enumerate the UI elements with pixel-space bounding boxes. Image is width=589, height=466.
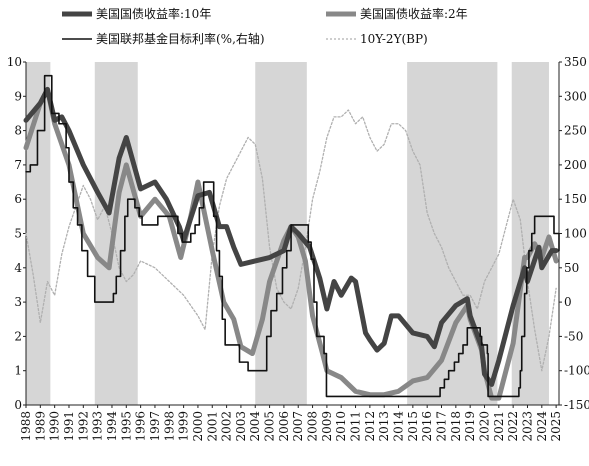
x-tick-label: 1988 (19, 411, 33, 442)
right-tick-label: 300 (564, 89, 587, 103)
series-line-ffr (25, 74, 560, 398)
shaded-periods (26, 62, 549, 405)
legend-label-ffr: 美国联邦基金目标利率(%,右轴) (96, 31, 265, 46)
x-tick-label: 1996 (134, 411, 148, 442)
x-tick-label: 1992 (76, 411, 90, 442)
left-tick-label: 10 (7, 55, 22, 69)
x-tick-label: 1990 (48, 411, 62, 442)
x-tick-label: 2022 (506, 411, 520, 442)
x-tick-label: 2003 (234, 411, 248, 442)
x-tick-label: 2000 (191, 411, 205, 442)
left-tick-label: 5 (14, 227, 22, 241)
x-tick-label: 1997 (148, 411, 162, 442)
x-tick-label: 1994 (105, 411, 119, 442)
left-tick-label: 1 (14, 364, 22, 378)
x-tick-label: 2012 (363, 411, 377, 442)
x-tick-label: 2006 (277, 411, 291, 442)
right-tick-label: 200 (564, 158, 587, 172)
x-tick-label: 1995 (119, 411, 133, 442)
x-tick-label: 2015 (406, 411, 420, 442)
legend-label-ust10y: 美国国债收益率:10年 (96, 6, 211, 21)
x-tick-label: 2018 (449, 411, 463, 442)
series-lines (23, 74, 560, 401)
right-tick-label: -50 (564, 329, 583, 343)
x-tick-label: 2001 (205, 411, 219, 442)
shaded-period-4 (511, 62, 549, 405)
x-tick-label: 2016 (420, 411, 434, 442)
x-tick-label: 2013 (377, 411, 391, 442)
right-tick-label: 50 (564, 261, 579, 275)
series-line-spread (25, 109, 557, 372)
x-tick-label: 1999 (177, 411, 191, 442)
axes: 0 1 2 3 4 5 6 7 8 9 10 -150 -100 -50 0 50 100 150 200 250 30… (7, 55, 589, 442)
x-tick-label: 2011 (349, 411, 363, 442)
left-tick-label: 7 (14, 158, 22, 172)
legend-label-spread: 10Y-2Y(BP) (360, 32, 428, 46)
x-tick-label: 2024 (535, 411, 549, 442)
x-tick-label: 2007 (291, 411, 305, 442)
x-tick-label: 2020 (477, 411, 491, 442)
left-tick-label: 2 (14, 329, 22, 343)
shaded-period-1 (94, 62, 138, 405)
x-tick-label: 2002 (220, 411, 234, 442)
right-tick-label: 100 (564, 227, 587, 241)
left-tick-label: 6 (14, 192, 22, 206)
x-tick-label: 2019 (463, 411, 477, 442)
x-tick-label: 2025 (549, 411, 563, 442)
x-tick-label: 2010 (334, 411, 348, 442)
x-tick-label: 1991 (62, 411, 76, 442)
right-tick-label: 250 (564, 124, 587, 138)
right-tick-label: -150 (564, 398, 589, 412)
x-tick-label: 1993 (91, 411, 105, 442)
x-tick-label: 2004 (248, 411, 262, 442)
x-tick-label: 2014 (392, 411, 406, 442)
left-tick-label: 8 (14, 124, 22, 138)
x-tick-label: 2008 (306, 411, 320, 442)
x-tick-label: 2005 (263, 411, 277, 442)
right-tick-label: 0 (564, 295, 572, 309)
left-tick-label: 9 (14, 89, 22, 103)
left-tick-label: 0 (14, 398, 22, 412)
x-tick-label: 2023 (520, 411, 534, 442)
right-tick-label: 150 (564, 192, 587, 206)
right-tick-label: -100 (564, 364, 589, 378)
x-tick-label: 1989 (33, 411, 47, 442)
left-tick-label: 3 (14, 295, 22, 309)
left-tick-label: 4 (14, 261, 22, 275)
x-tick-label: 2017 (435, 411, 449, 442)
x-tick-label: 1998 (162, 411, 176, 442)
right-tick-label: 350 (564, 55, 587, 69)
x-tick-label: 2009 (320, 411, 334, 442)
x-tick-label: 2021 (492, 411, 506, 442)
series-line-ust10y (23, 86, 559, 387)
legend-label-ust2y: 美国国债收益率:2年 (360, 6, 468, 21)
